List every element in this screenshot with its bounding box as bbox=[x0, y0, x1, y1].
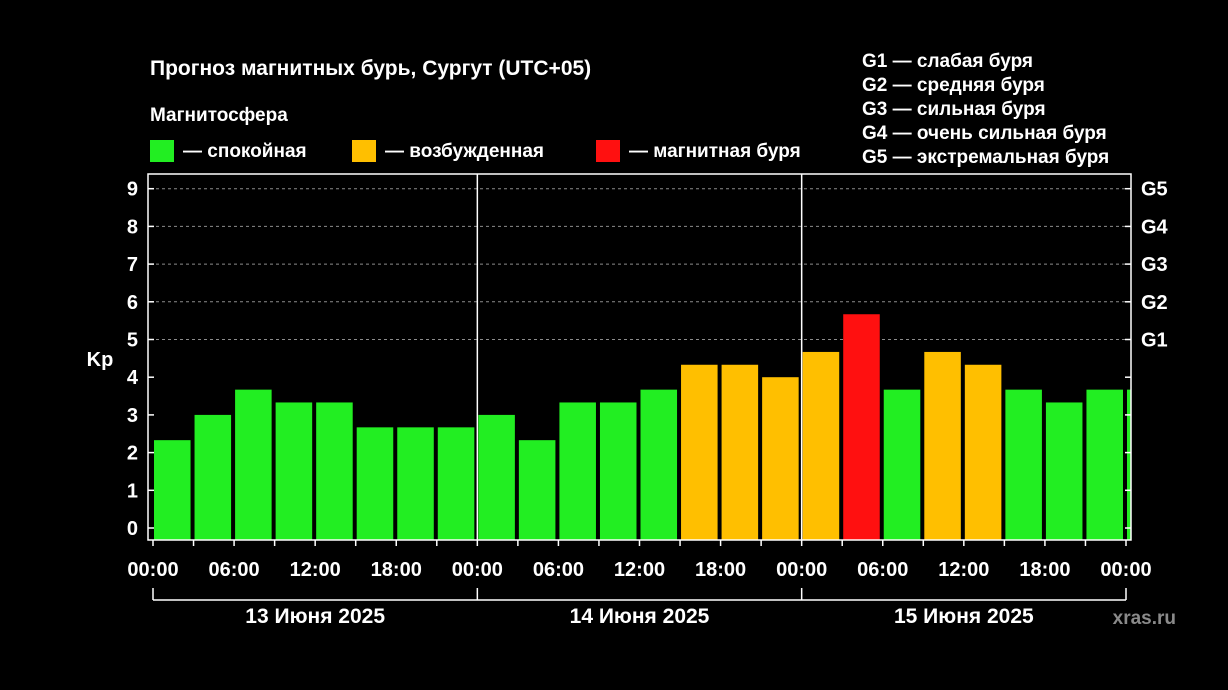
y-tick-label: 2 bbox=[127, 443, 138, 465]
y-tick-label: 0 bbox=[127, 518, 138, 540]
y-tick-label: 4 bbox=[127, 367, 139, 389]
g-scale-label: G3 bbox=[1141, 254, 1168, 276]
labels-layer: 0 1 2 3 4 5 6 7 8 9 G1 G2 G3 G4 G5 00:00 06:00 12:00 18:00… bbox=[127, 179, 1169, 628]
legend-label-active: — возбужденная bbox=[385, 141, 544, 162]
g-scale-label: G5 bbox=[1141, 179, 1168, 201]
kp-bar bbox=[1005, 389, 1042, 540]
kp-bar bbox=[478, 414, 515, 540]
kp-bar bbox=[721, 364, 759, 540]
y-tick-label: 3 bbox=[127, 405, 138, 427]
kp-bar bbox=[356, 427, 394, 540]
y-tick-label: 1 bbox=[127, 480, 138, 502]
y-tick-label: 8 bbox=[127, 216, 138, 238]
kp-bar bbox=[883, 389, 921, 540]
x-tick-label: 12:00 bbox=[938, 559, 989, 581]
g-scale-label: G2 bbox=[1141, 292, 1168, 314]
legend-swatch-quiet bbox=[150, 140, 174, 162]
x-tick-label: 00:00 bbox=[127, 559, 178, 581]
x-tick-label: 06:00 bbox=[209, 559, 260, 581]
grid-layer bbox=[150, 174, 1129, 540]
kp-bar bbox=[154, 440, 191, 540]
day-label: 14 Июня 2025 bbox=[570, 605, 710, 628]
kp-bar bbox=[802, 351, 840, 540]
legend-heading: Магнитосфера bbox=[150, 105, 288, 126]
kp-bar bbox=[640, 389, 678, 540]
legend-label-quiet: — спокойная bbox=[183, 141, 307, 162]
x-tick-label: 06:00 bbox=[533, 559, 584, 581]
kp-bar bbox=[964, 364, 1002, 540]
x-tick-label: 18:00 bbox=[371, 559, 422, 581]
x-tick-label: 12:00 bbox=[290, 559, 341, 581]
day-label: 13 Июня 2025 bbox=[245, 605, 385, 628]
g-scale-label: G4 bbox=[1141, 216, 1169, 238]
kp-bar bbox=[437, 427, 475, 540]
chart-title: Прогноз магнитных бурь, Сургут (UTC+05) bbox=[150, 57, 591, 80]
kp-bar bbox=[275, 402, 313, 540]
kp-bar bbox=[1045, 402, 1083, 540]
kp-bar bbox=[599, 402, 637, 540]
x-tick-label: 00:00 bbox=[1100, 559, 1151, 581]
legend-swatch-active bbox=[352, 140, 376, 162]
y-tick-label: 6 bbox=[127, 292, 138, 314]
kp-bar bbox=[194, 414, 232, 540]
x-tick-label: 00:00 bbox=[452, 559, 503, 581]
y-axis-label: Kp bbox=[87, 349, 114, 371]
kp-bar bbox=[316, 402, 353, 540]
kp-bar bbox=[397, 427, 434, 540]
kp-bar bbox=[518, 440, 556, 540]
watermark: xras.ru bbox=[1113, 608, 1176, 629]
axes-layer bbox=[147, 173, 1132, 601]
storm-scale-g4: G4 — очень сильная буря bbox=[862, 123, 1107, 144]
x-tick-label: 18:00 bbox=[1019, 559, 1070, 581]
storm-scale-g3: G3 — сильная буря bbox=[862, 99, 1046, 120]
storm-scale-g1: G1 — слабая буря bbox=[862, 51, 1033, 72]
legend-swatch-storm bbox=[596, 140, 620, 162]
storm-scale-legend: G1 — слабая буря G2 — средняя буря G3 — … bbox=[862, 51, 1109, 168]
kp-bar bbox=[924, 351, 961, 540]
y-tick-label: 5 bbox=[127, 330, 138, 352]
day-label: 15 Июня 2025 bbox=[894, 605, 1034, 628]
x-tick-label: 18:00 bbox=[695, 559, 746, 581]
kp-bar bbox=[235, 389, 272, 540]
kp-bar bbox=[559, 402, 596, 540]
kp-bar bbox=[681, 364, 718, 540]
x-tick-label: 12:00 bbox=[614, 559, 665, 581]
y-tick-label: 7 bbox=[127, 254, 138, 276]
storm-scale-g5: G5 — экстремальная буря bbox=[862, 147, 1109, 168]
g-scale-label: G1 bbox=[1141, 330, 1168, 352]
kp-bar bbox=[1127, 389, 1131, 540]
kp-bar bbox=[762, 377, 799, 540]
y-tick-label: 9 bbox=[127, 179, 138, 201]
kp-bar bbox=[843, 314, 880, 540]
x-tick-label: 06:00 bbox=[857, 559, 908, 581]
storm-scale-g2: G2 — средняя буря bbox=[862, 75, 1045, 96]
legend-label-storm: — магнитная буря bbox=[629, 141, 801, 162]
x-tick-label: 00:00 bbox=[776, 559, 827, 581]
kp-bar bbox=[1086, 389, 1123, 540]
bars-layer bbox=[154, 314, 1131, 540]
